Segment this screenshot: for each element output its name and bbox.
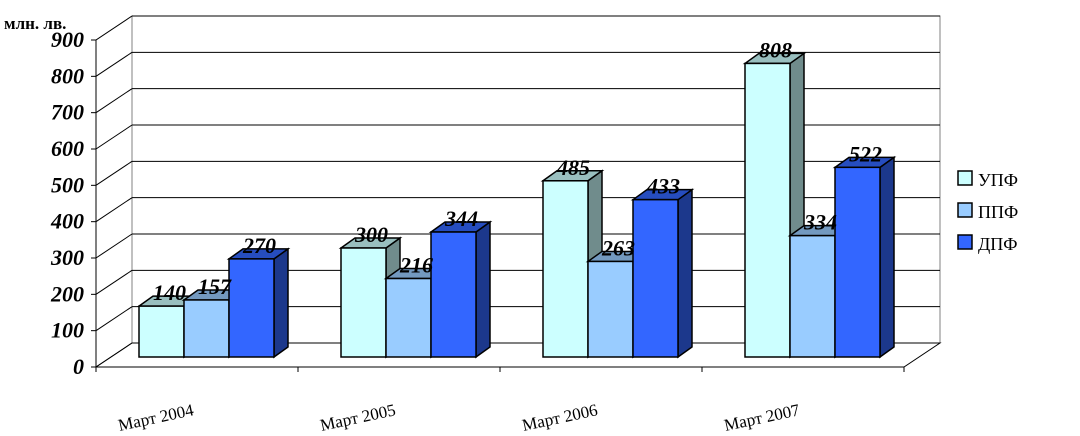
- side-wall: [95, 15, 133, 368]
- bar: [744, 62, 791, 358]
- bar: [183, 299, 230, 358]
- bar: [228, 258, 275, 358]
- data-label: 140: [153, 280, 186, 305]
- data-label: 344: [444, 206, 478, 231]
- y-tick-label: 600: [51, 136, 84, 161]
- x-tick-label: Март 2006: [520, 400, 599, 435]
- data-label: 270: [242, 233, 276, 258]
- legend: УПФ ППФ ДПФ: [957, 170, 1018, 254]
- gridline-side: [95, 15, 133, 41]
- y-tick-label: 800: [51, 63, 84, 88]
- bar-side: [677, 188, 693, 359]
- x-tick-label: Март 2004: [116, 400, 195, 435]
- gridline-side: [95, 88, 133, 114]
- legend-label: УПФ: [978, 170, 1018, 190]
- bar: [834, 166, 881, 358]
- data-label: 300: [354, 222, 388, 247]
- bar: [385, 277, 432, 358]
- bar: [138, 305, 185, 358]
- legend-swatch: [957, 202, 973, 218]
- y-tick-label: 100: [51, 318, 84, 343]
- legend-swatch: [957, 234, 973, 250]
- bar-side: [475, 220, 491, 359]
- data-label: 263: [601, 235, 635, 260]
- bar-series-group: [136, 51, 897, 359]
- bar-side: [273, 247, 289, 359]
- data-label: 157: [198, 274, 232, 299]
- data-label: 522: [849, 141, 882, 166]
- bar: [542, 180, 589, 358]
- x-tick-label: Март 2005: [318, 400, 397, 435]
- y-axis-unit-label: млн. лв.: [4, 14, 66, 33]
- y-tick-label: 500: [51, 172, 84, 197]
- data-label: 216: [399, 253, 433, 278]
- x-tick-label: Март 2007: [722, 400, 801, 435]
- y-tick-label: 300: [50, 245, 84, 270]
- y-tick-label: 900: [51, 27, 84, 52]
- data-label: 808: [759, 37, 792, 62]
- gridline-side: [95, 233, 133, 259]
- bar: [430, 231, 477, 358]
- data-label: 485: [556, 155, 590, 180]
- gridline-side: [95, 51, 133, 77]
- data-label: 334: [803, 210, 837, 235]
- legend-swatch: [957, 170, 973, 186]
- y-tick-label: 200: [50, 281, 84, 306]
- y-tick-label: 400: [50, 209, 84, 234]
- y-axis: млн. лв. 0 100 200 300 400 500 600 700 800 900: [4, 14, 97, 379]
- bar: [587, 260, 634, 358]
- data-label: 433: [646, 174, 680, 199]
- data-labels: 140 157 270 300 216 344 485 263 433 808 334 522: [153, 37, 882, 305]
- gridline-side: [95, 197, 133, 223]
- legend-label: ППФ: [978, 202, 1018, 222]
- bar: [789, 234, 836, 358]
- bar: [632, 198, 679, 358]
- gridline-side: [95, 160, 133, 186]
- bar-side: [879, 155, 895, 359]
- gridline-side: [95, 342, 133, 368]
- gridline-side: [95, 124, 133, 150]
- gridline-side: [95, 306, 133, 332]
- y-tick-label: 0: [73, 354, 84, 379]
- bar: [340, 247, 387, 358]
- y-tick-label: 700: [51, 100, 84, 125]
- gridline-side: [95, 269, 133, 295]
- legend-label: ДПФ: [978, 234, 1018, 254]
- x-axis: Март 2004 Март 2005 Март 2006 Март 2007: [95, 367, 905, 435]
